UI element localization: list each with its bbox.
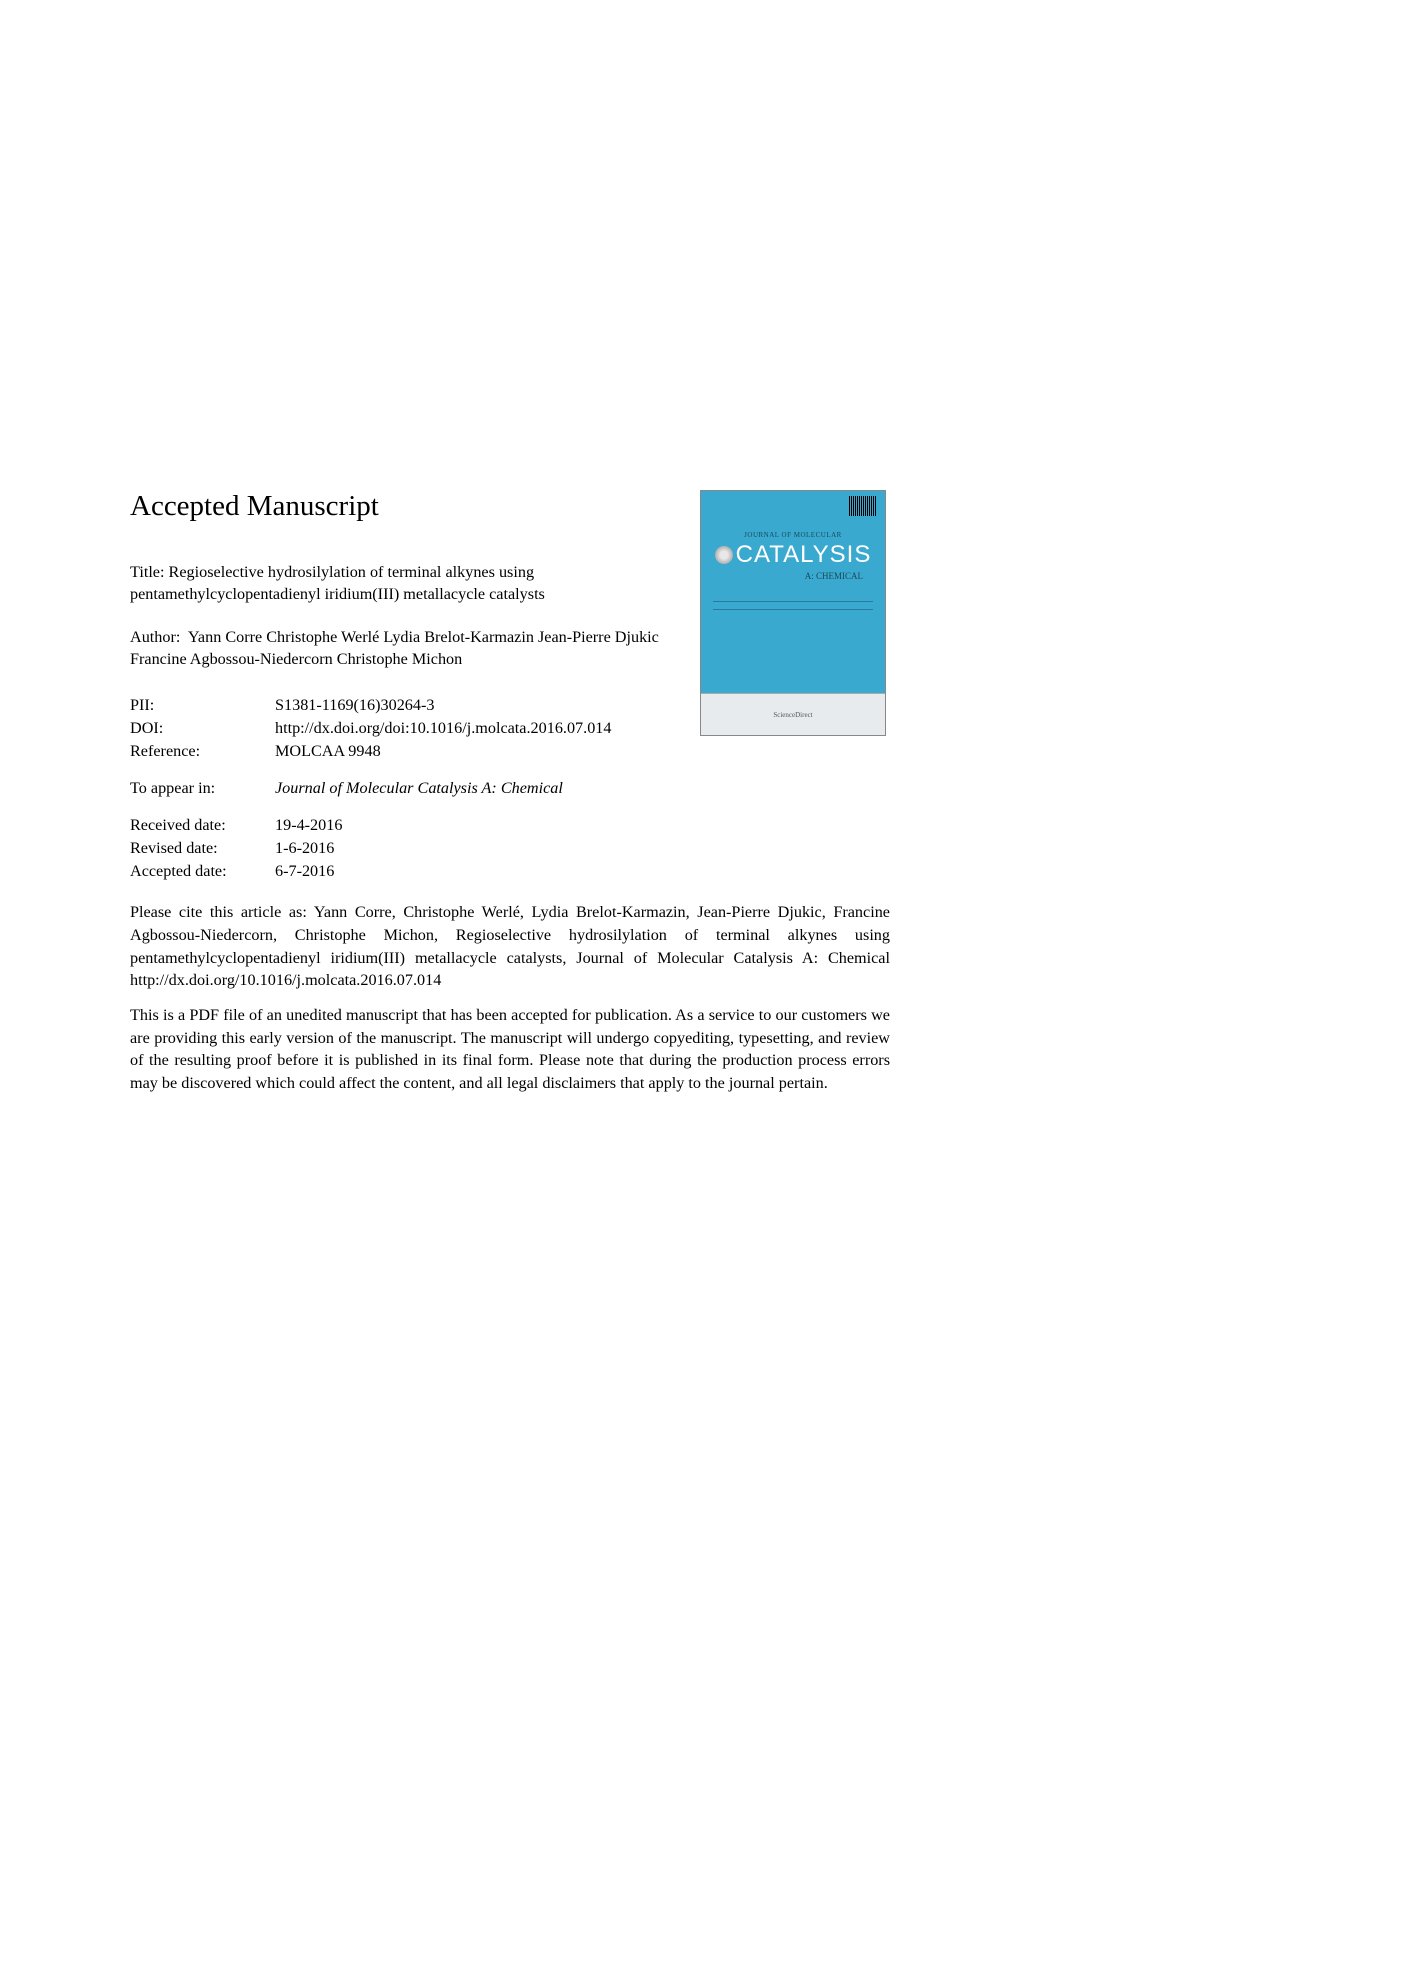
author-block: Author: Yann Corre Christophe Werlé Lydi… [130,626,690,671]
author-list: Yann Corre Christophe Werlé Lydia Brelot… [130,628,659,668]
meta-value: Journal of Molecular Catalysis A: Chemic… [275,777,890,800]
meta-row-appear: To appear in: Journal of Molecular Catal… [130,777,890,800]
meta-row-accepted: Accepted date: 6-7-2016 [130,860,890,883]
meta-label: Received date: [130,814,275,837]
meta-label: Accepted date: [130,860,275,883]
meta-row-pii: PII: S1381-1169(16)30264-3 [130,694,890,717]
disclaimer-paragraph: This is a PDF file of an unedited manusc… [130,1004,890,1095]
meta-value: 1-6-2016 [275,837,890,860]
meta-value: 19-4-2016 [275,814,890,837]
meta-label: To appear in: [130,777,275,800]
manuscript-title: Regioselective hydrosilylation of termin… [130,563,545,603]
meta-label: Reference: [130,740,275,763]
meta-row-revised: Revised date: 1-6-2016 [130,837,890,860]
page-title: Accepted Manuscript [130,490,890,523]
citation-paragraph: Please cite this article as: Yann Corre,… [130,901,890,992]
title-label: Title: [130,563,165,581]
meta-row-received: Received date: 19-4-2016 [130,814,890,837]
meta-value: S1381-1169(16)30264-3 [275,694,890,717]
meta-label: PII: [130,694,275,717]
author-label: Author: [130,628,180,646]
meta-row-doi: DOI: http://dx.doi.org/doi:10.1016/j.mol… [130,717,890,740]
title-block: Title: Regioselective hydrosilylation of… [130,561,690,606]
meta-label: Revised date: [130,837,275,860]
meta-value: 6-7-2016 [275,860,890,883]
meta-value: http://dx.doi.org/doi:10.1016/j.molcata.… [275,717,890,740]
manuscript-page: Accepted Manuscript Title: Regioselectiv… [130,490,890,1107]
meta-row-reference: Reference: MOLCAA 9948 [130,740,890,763]
meta-label: DOI: [130,717,275,740]
meta-value: MOLCAA 9948 [275,740,890,763]
metadata-table: PII: S1381-1169(16)30264-3 DOI: http://d… [130,694,890,883]
